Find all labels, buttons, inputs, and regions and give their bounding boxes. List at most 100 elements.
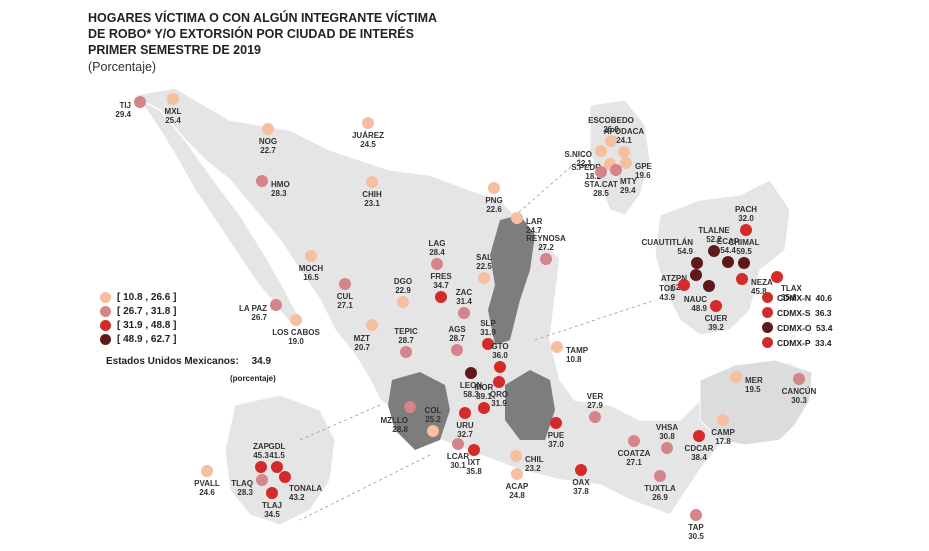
city-dot <box>488 182 500 194</box>
city-name: ACAP <box>506 482 529 491</box>
city-dot <box>305 250 317 262</box>
city-value: 28.4 <box>429 248 445 257</box>
city-dot <box>167 93 179 105</box>
city-dot <box>610 164 622 176</box>
national-label: Estados Unidos Mexicanos: <box>106 356 239 367</box>
cdmx-dot <box>762 337 773 348</box>
city-name: CDCAR <box>685 444 714 453</box>
city-dot <box>427 425 439 437</box>
city-value: 30.1 <box>450 461 466 470</box>
city-value: 30.8 <box>659 432 675 441</box>
city-name: LEON <box>460 381 482 390</box>
city-name: TIJ <box>119 101 131 110</box>
city-dot <box>451 344 463 356</box>
city-name: CHIMAL <box>728 238 759 247</box>
city-dot <box>435 291 447 303</box>
city-name: MXL <box>165 107 182 116</box>
city-value: 22.9 <box>395 286 411 295</box>
city-name: CUAUTITLÁN <box>641 238 693 247</box>
city-name: TLAX <box>781 284 803 293</box>
city-value: 35.6 <box>781 293 797 302</box>
city-name: GPE <box>635 162 653 171</box>
city-dot <box>366 176 378 188</box>
legend-row-1: [ 10.8 , 26.6 ] <box>100 290 176 304</box>
city-value: 22.1 <box>576 159 592 168</box>
city-name: MTY <box>620 177 638 186</box>
city-dot <box>465 367 477 379</box>
city-name: GTO <box>491 342 508 351</box>
legend-row-2: [ 26.7 , 31.8 ] <box>100 304 176 318</box>
city-name: FRES <box>430 272 452 281</box>
city-name: CHIL <box>525 455 544 464</box>
city-dot <box>661 442 673 454</box>
city-value: 26.9 <box>652 493 668 502</box>
city-value: 24.8 <box>509 491 525 500</box>
city-value: 22.5 <box>476 262 492 271</box>
city-value: 26.0 <box>603 125 619 134</box>
cdmx-dot <box>762 307 773 318</box>
city-name: MOR <box>475 383 494 392</box>
city-dot <box>740 224 752 236</box>
city-value: 26.7 <box>251 313 267 322</box>
city-dot <box>279 471 291 483</box>
city-name: CAMP <box>711 428 735 437</box>
city-dot <box>628 435 640 447</box>
city-name: JUÁREZ <box>352 131 384 140</box>
city-dot <box>256 474 268 486</box>
title-line-2: DE ROBO* Y/O EXTORSIÓN POR CIUDAD DE INT… <box>88 27 414 41</box>
city-name: NOG <box>259 137 277 146</box>
city-dot <box>262 123 274 135</box>
inset-monterrey <box>589 99 651 216</box>
city-dot <box>134 96 146 108</box>
city-name: TAP <box>688 523 704 532</box>
city-name: S.NICO <box>564 150 592 159</box>
city-dot <box>397 296 409 308</box>
cdmx-label: CDMX-S <box>777 307 811 318</box>
city-name: MZT <box>354 334 371 343</box>
city-value: 52.2 <box>706 235 722 244</box>
city-value: 39.1 <box>476 392 492 401</box>
inset-yucatan <box>699 359 813 446</box>
city-dot <box>595 166 607 178</box>
city-value: 18.2 <box>585 172 601 181</box>
city-value: 10.8 <box>566 355 582 364</box>
city-dot <box>717 414 729 426</box>
legend-label-1: [ 10.8 , 26.6 ] <box>117 291 177 303</box>
city-dot <box>482 338 494 350</box>
city-value: 22.7 <box>260 146 276 155</box>
city-dot <box>511 212 523 224</box>
legend-dot-c2 <box>100 305 111 317</box>
city-dot <box>452 438 464 450</box>
city-dot <box>738 257 750 269</box>
title-line-1: HOGARES VÍCTIMA O CON ALGÚN INTEGRANTE V… <box>88 11 438 25</box>
city-name: TAMP <box>566 346 589 355</box>
legend-label-4: [ 48.9 , 62.7 ] <box>117 333 177 345</box>
city-name: HMO <box>271 180 290 189</box>
city-dot <box>362 117 374 129</box>
